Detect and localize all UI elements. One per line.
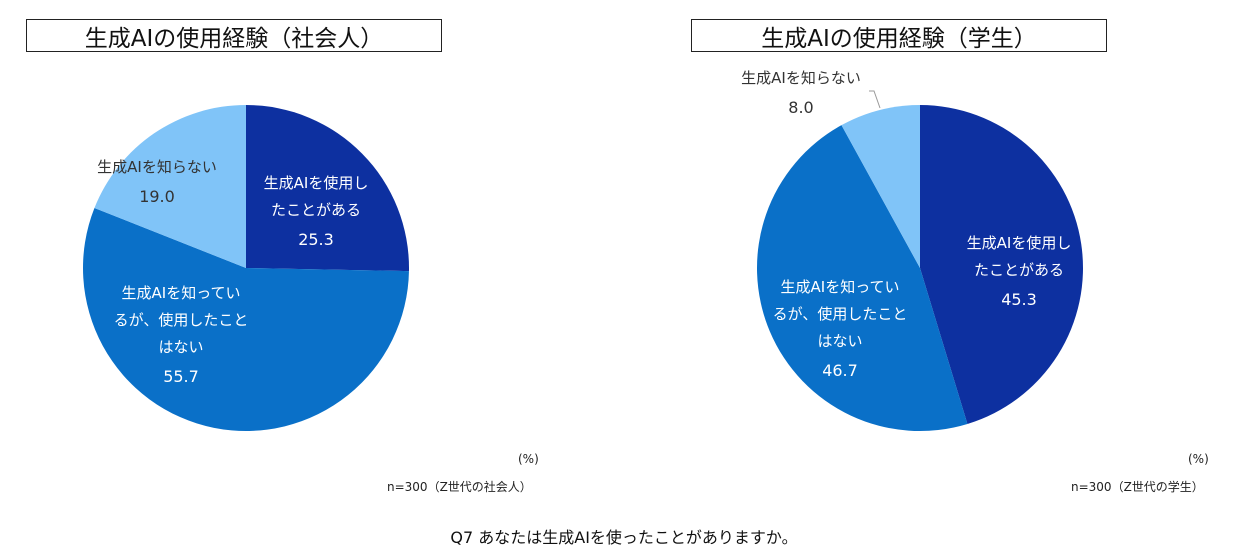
leader-line [869,90,881,109]
slice-label: 生成AIを知ってい [122,284,241,302]
slice-label: 生成AIを使用し [967,234,1072,252]
slice-value-label: 55.7 [163,367,199,386]
slice-label: 生成AIを知らない [97,158,217,176]
pie-slice [94,105,246,268]
chart-title-students: 生成AIの使用経験（学生） [691,19,1107,52]
slice-value-label: 45.3 [1001,290,1037,309]
slice-label: はない [817,332,862,350]
unit-label-workers: (%) [518,452,539,466]
slice-value-label: 19.0 [139,187,175,206]
slice-value-label: 46.7 [822,361,858,380]
sample-note-students: n=300（Z世代の学生） [1071,480,1204,494]
slice-label: たことがある [271,201,361,219]
slice-label: 生成AIを使用し [264,174,369,192]
pie-slice [841,105,920,268]
slice-label: 生成AIを知ってい [781,278,900,296]
slice-label: はない [158,338,203,356]
slice-value-label: 25.3 [298,230,334,249]
pie-slice [82,207,409,432]
sample-note-workers: n=300（Z世代の社会人） [387,480,532,494]
slice-label: るが、使用したこと [114,311,249,329]
pie-slice [757,125,968,431]
slice-label: るが、使用したこと [773,305,908,323]
pie-slice [920,105,1083,424]
question-caption: Q7 あなたは生成AIを使ったことがありますか。 [450,528,798,547]
slice-label: 生成AIを知らない [741,69,861,87]
slice-value-label: 8.0 [788,98,813,117]
chart-title-workers: 生成AIの使用経験（社会人） [26,19,442,52]
slice-label: たことがある [974,261,1064,279]
pie-slice [246,105,409,272]
unit-label-students: (%) [1188,452,1209,466]
